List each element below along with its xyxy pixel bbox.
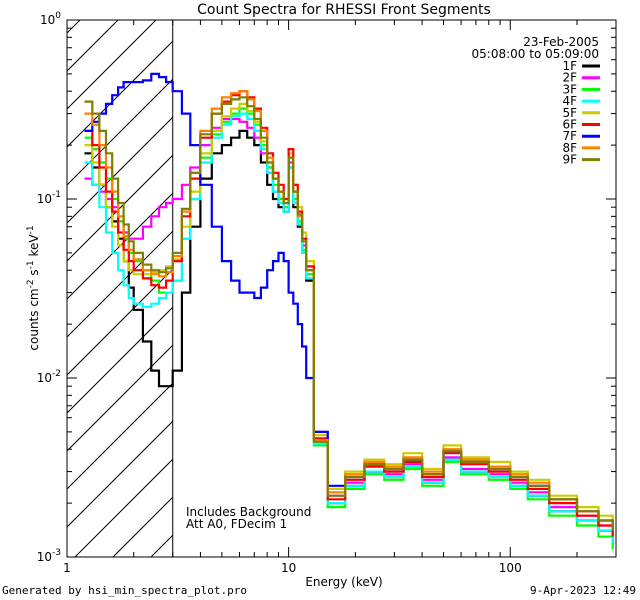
hatch-line bbox=[67, 116, 173, 224]
series-6F bbox=[84, 90, 614, 537]
hatch-line bbox=[67, 192, 173, 300]
plot-frame bbox=[66, 19, 617, 558]
hatch-line bbox=[67, 230, 173, 338]
hatch-line bbox=[67, 20, 81, 34]
generated-by-label: Generated by hsi_min_spectra_plot.pro bbox=[2, 584, 247, 597]
x-tick-label: 1 bbox=[63, 561, 71, 575]
series-1F bbox=[84, 129, 614, 543]
hatched-region bbox=[0, 0, 640, 557]
y-axis-label: counts cm-2 s-1 keV-1 bbox=[26, 225, 41, 350]
date-label: 23-Feb-2005 bbox=[523, 35, 599, 49]
hatch-line bbox=[67, 420, 173, 528]
hatch-line bbox=[67, 382, 173, 490]
y-tick-label: 10-2 bbox=[37, 369, 61, 385]
x-tick-label: 10 bbox=[281, 561, 296, 575]
note-attenuator: Att A0, FDecim 1 bbox=[186, 517, 287, 531]
hatch-line bbox=[265, 0, 640, 557]
hatch-line bbox=[67, 20, 119, 72]
legend-label-4F: 4F bbox=[562, 94, 577, 108]
x-tick-label: 100 bbox=[499, 561, 522, 575]
series-9F bbox=[84, 96, 614, 531]
legend-label-1F: 1F bbox=[562, 59, 577, 73]
series-4F bbox=[84, 112, 614, 543]
chart-title: Count Spectra for RHESSI Front Segments bbox=[197, 2, 491, 18]
y-tick-label: 10-3 bbox=[37, 548, 61, 564]
hatch-line bbox=[67, 268, 173, 376]
legend-label-3F: 3F bbox=[562, 82, 577, 96]
note-background: Includes Background bbox=[186, 505, 311, 519]
hatch-line bbox=[67, 154, 173, 262]
hatch-line bbox=[67, 40, 173, 148]
time-range-label: 05:08:00 to 05:09:00 bbox=[472, 47, 599, 61]
hatch-line bbox=[0, 0, 105, 557]
x-axis-label: Energy (keV) bbox=[305, 575, 382, 589]
legend-label-6F: 6F bbox=[562, 118, 577, 132]
series-5F bbox=[84, 102, 614, 531]
series-7F bbox=[84, 72, 614, 531]
legend-label-9F: 9F bbox=[562, 153, 577, 167]
legend-label-8F: 8F bbox=[562, 141, 577, 155]
y-tick-label: 10-1 bbox=[37, 190, 61, 206]
legend-label-5F: 5F bbox=[562, 106, 577, 120]
y-tick-label: 100 bbox=[40, 11, 61, 27]
hatch-line bbox=[67, 20, 157, 110]
timestamp-label: 9-Apr-2023 12:49 bbox=[530, 584, 636, 597]
series-8F bbox=[84, 90, 614, 531]
legend-label-7F: 7F bbox=[562, 129, 577, 143]
legend-label-2F: 2F bbox=[562, 71, 577, 85]
